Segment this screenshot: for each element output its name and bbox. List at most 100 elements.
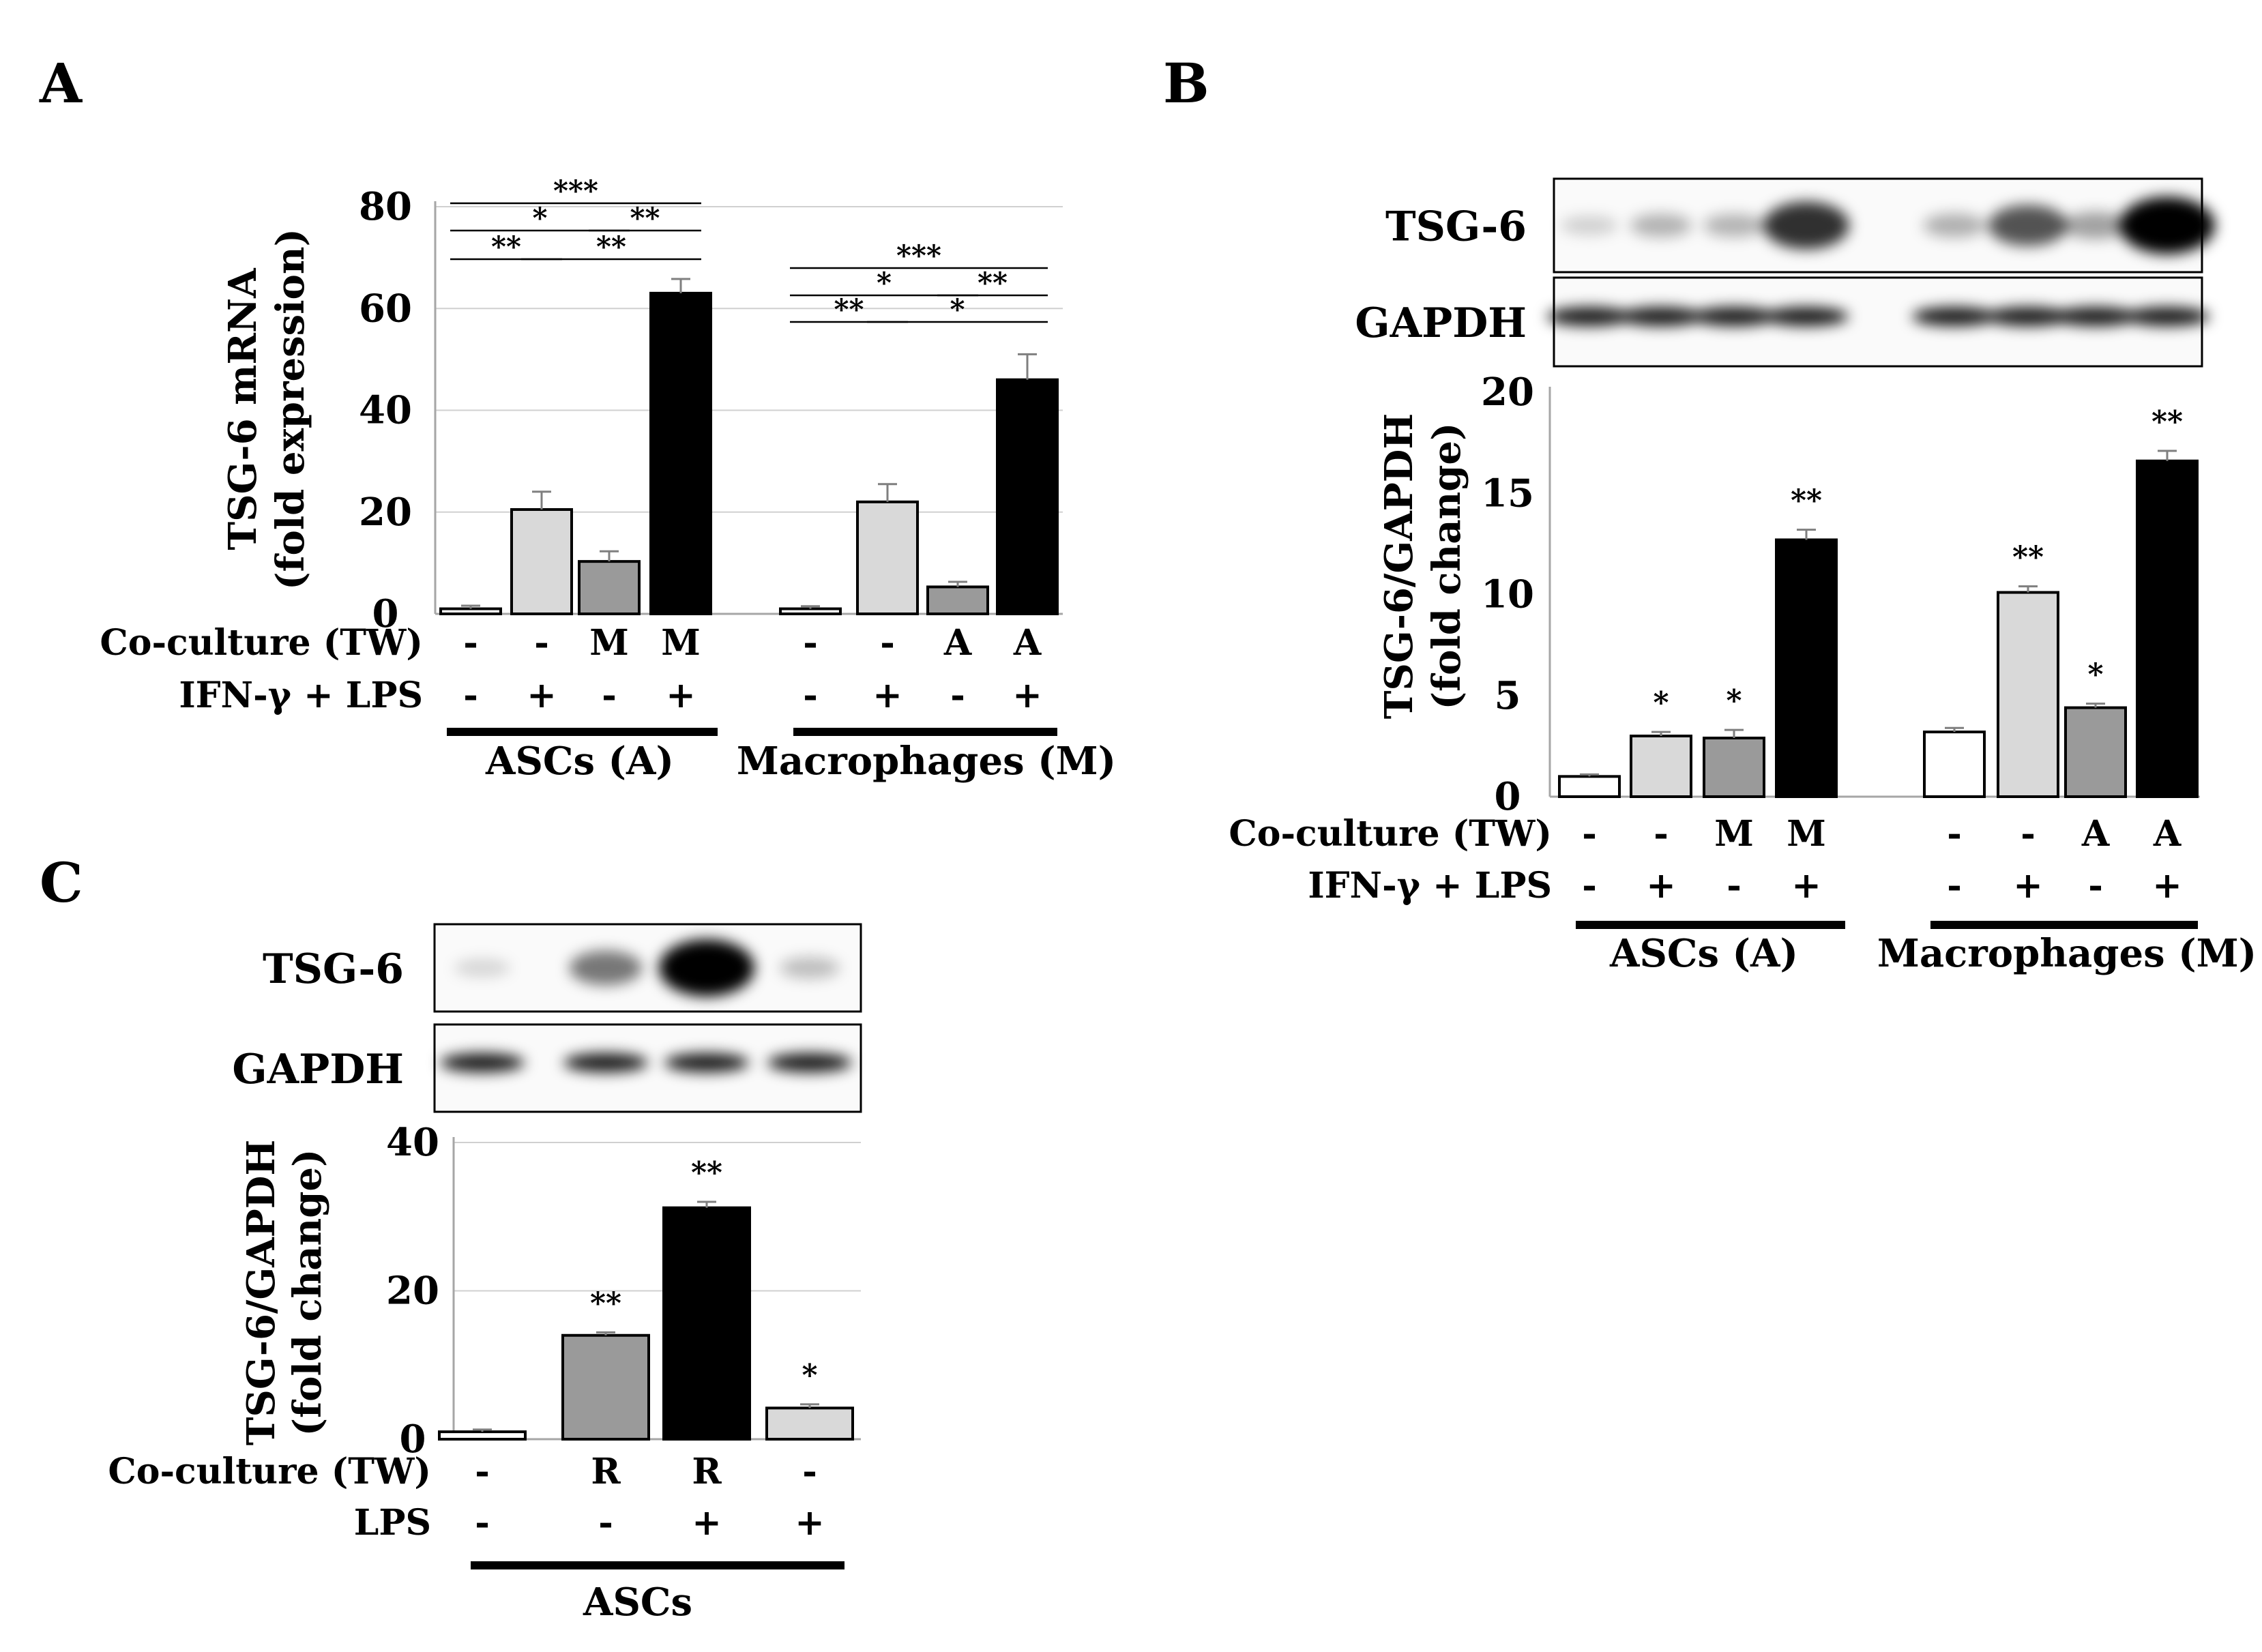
tsg6-band bbox=[779, 956, 840, 979]
coculture-value: A bbox=[2153, 813, 2182, 855]
tsg6-band bbox=[1763, 201, 1849, 250]
tsg6-band bbox=[454, 959, 510, 977]
treatment-value: - bbox=[1947, 865, 1962, 906]
y-tick-label: 5 bbox=[1495, 673, 1521, 718]
y-axis-title: TSG-6/GAPDH bbox=[239, 1140, 284, 1446]
significance-marker: ** bbox=[691, 1155, 722, 1190]
y-tick-label: 15 bbox=[1481, 471, 1534, 516]
treatment-value: + bbox=[527, 675, 557, 716]
bar bbox=[1558, 775, 1621, 798]
gapdh-band bbox=[664, 1053, 749, 1072]
coculture-row-label: Co-culture (TW) bbox=[108, 1451, 431, 1492]
coculture-value: - bbox=[463, 622, 478, 664]
coculture-value: - bbox=[1654, 813, 1669, 855]
treatment-value: + bbox=[666, 675, 696, 716]
bar bbox=[1630, 735, 1692, 799]
bracket-significance-marker: ** bbox=[491, 230, 521, 263]
coculture-value: M bbox=[1787, 813, 1826, 855]
coculture-row-label: Co-culture (TW) bbox=[100, 622, 423, 664]
tsg6-band bbox=[659, 939, 754, 997]
panel-letter: C bbox=[40, 851, 83, 915]
y-tick-label: 0 bbox=[372, 591, 399, 636]
bar bbox=[856, 500, 919, 616]
bar bbox=[996, 378, 1059, 615]
treatment-row-label: LPS bbox=[354, 1502, 431, 1544]
treatment-value: - bbox=[2088, 865, 2103, 906]
gapdh-band bbox=[1692, 307, 1776, 326]
tsg6-band bbox=[2063, 211, 2128, 239]
y-axis-title: (fold change) bbox=[1424, 423, 1469, 710]
coculture-value: A bbox=[1013, 622, 1042, 664]
treatment-value: + bbox=[2013, 865, 2043, 906]
bracket-significance-marker: ** bbox=[596, 230, 626, 263]
bar bbox=[438, 1430, 527, 1441]
bar bbox=[1997, 591, 2059, 798]
bar bbox=[1775, 538, 1838, 798]
bracket-significance-marker: ** bbox=[978, 266, 1008, 299]
bracket-significance-marker: ** bbox=[630, 201, 660, 235]
bar bbox=[578, 560, 641, 615]
treatment-value: - bbox=[950, 675, 965, 716]
bar bbox=[2064, 706, 2127, 799]
tsg6-band bbox=[569, 950, 643, 986]
treatment-value: - bbox=[602, 675, 617, 716]
bracket-significance-marker: *** bbox=[553, 174, 598, 207]
bar bbox=[510, 508, 573, 615]
coculture-value: R bbox=[692, 1451, 722, 1492]
bar bbox=[1703, 737, 1765, 799]
y-tick-label: 60 bbox=[359, 286, 412, 331]
bar bbox=[1923, 731, 1986, 798]
bracket-significance-marker: *** bbox=[896, 239, 941, 272]
bracket-significance-marker: * bbox=[950, 293, 965, 326]
coculture-value: M bbox=[1714, 813, 1754, 855]
treatment-value: - bbox=[803, 675, 818, 716]
y-tick-label: 0 bbox=[400, 1417, 426, 1462]
y-tick-label: 20 bbox=[1481, 370, 1534, 415]
significance-marker: ** bbox=[1791, 484, 1822, 518]
significance-marker: * bbox=[1726, 683, 1742, 718]
treatment-value: - bbox=[475, 1502, 490, 1544]
bar bbox=[926, 585, 989, 615]
coculture-value: M bbox=[589, 622, 629, 664]
tsg6-band bbox=[1630, 213, 1692, 237]
tsg6-band bbox=[1923, 213, 1986, 238]
y-tick-label: 0 bbox=[1495, 774, 1521, 819]
group-label: Macrophages (M) bbox=[1877, 931, 2257, 976]
y-axis-title: TSG-6/GAPDH bbox=[1377, 413, 1422, 720]
bracket-significance-marker: * bbox=[877, 266, 892, 299]
y-tick-label: 10 bbox=[1481, 572, 1534, 617]
bar bbox=[649, 291, 712, 615]
y-tick-label: 40 bbox=[359, 388, 412, 433]
tsg6-band bbox=[1561, 216, 1618, 235]
blot-bands bbox=[1547, 196, 2215, 326]
treatment-value: + bbox=[1646, 865, 1676, 906]
y-tick-label: 20 bbox=[386, 1269, 439, 1314]
coculture-value: - bbox=[475, 1451, 490, 1492]
gapdh-band bbox=[1547, 307, 1632, 326]
bracket-significance-marker: * bbox=[533, 201, 548, 235]
tsg6-band bbox=[2119, 196, 2215, 254]
treatment-value: + bbox=[1012, 675, 1042, 716]
coculture-value: A bbox=[2081, 813, 2110, 855]
treatment-value: + bbox=[2152, 865, 2182, 906]
bar bbox=[662, 1206, 751, 1441]
gapdh-band bbox=[1912, 307, 1997, 326]
significance-marker: ** bbox=[2012, 540, 2044, 575]
tsg6-blot-label: TSG-6 bbox=[263, 945, 404, 993]
panel-b: B TSG-6 GAPDH 0 5 10 15 20 TSG-6/GAPDH (fold chan… bbox=[1163, 51, 2257, 976]
western-blot: TSG-6 GAPDH bbox=[1355, 177, 2215, 368]
coculture-value: A bbox=[943, 622, 972, 664]
significance-marker: * bbox=[802, 1358, 817, 1393]
bar bbox=[561, 1333, 650, 1441]
significance-marker: * bbox=[2087, 658, 2103, 692]
bar bbox=[2136, 459, 2199, 798]
bar bbox=[439, 607, 502, 615]
y-axis-title: TSG-6 mRNA bbox=[220, 267, 265, 550]
treatment-value: + bbox=[1791, 865, 1821, 906]
gapdh-blot-label: GAPDH bbox=[232, 1046, 404, 1093]
gapdh-blot-label: GAPDH bbox=[1355, 299, 1527, 347]
panel-letter: B bbox=[1163, 51, 1209, 115]
gapdh-band bbox=[767, 1053, 852, 1072]
treatment-value: - bbox=[598, 1502, 613, 1544]
treatment-value: - bbox=[1582, 865, 1597, 906]
